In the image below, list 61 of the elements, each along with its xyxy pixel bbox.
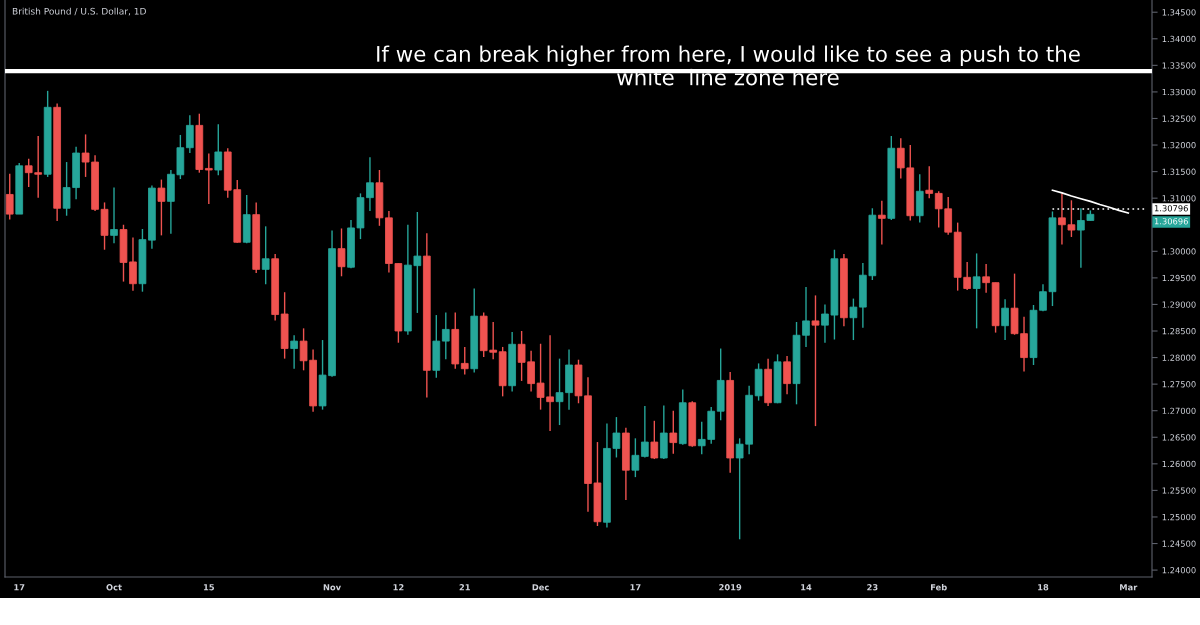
x-tick-label: Dec	[532, 584, 549, 591]
y-tick-label: 1.29500	[1162, 274, 1196, 282]
y-tick-label: 1.24000	[1162, 567, 1196, 574]
candlestick	[849, 297, 858, 341]
y-tick-label: 1.30000	[1162, 248, 1196, 255]
x-tick-label: 14	[801, 584, 812, 591]
y-tick-label: 1.32000	[1162, 142, 1196, 149]
y-tick-label: 1.26000	[1162, 460, 1196, 468]
candlestick	[441, 311, 450, 360]
candlestick	[650, 420, 659, 460]
y-tick-label: 1.27500	[1162, 381, 1196, 388]
y-tick-label: 1.26500	[1162, 434, 1196, 441]
x-tick-label: Nov	[323, 584, 341, 591]
y-tick-label: 1.28000	[1162, 354, 1196, 361]
x-tick-label: 23	[867, 584, 878, 591]
text: 1.30696	[1154, 218, 1188, 225]
candlestick	[290, 334, 298, 370]
x-tick-label: 17	[630, 584, 641, 591]
candlestick	[157, 178, 166, 237]
candlestick	[878, 200, 886, 246]
y-tick-label: 1.34500	[1162, 9, 1196, 16]
candlestick	[5, 173, 14, 221]
candlestick	[641, 405, 649, 459]
y-tick-label: 1.33000	[1162, 88, 1196, 96]
y-tick-label: 1.31000	[1162, 195, 1196, 202]
y-tick-label: 1.24500	[1162, 540, 1196, 547]
candlestick	[337, 227, 346, 277]
candlestick	[982, 263, 990, 294]
candlestick	[669, 410, 678, 455]
candlestick	[204, 152, 213, 205]
candlestick	[925, 165, 934, 199]
candlestick	[783, 355, 791, 395]
x-tick-label: Mar	[1120, 584, 1138, 591]
y-tick-label: 1.34000	[1162, 35, 1196, 43]
candlestick	[631, 437, 640, 478]
candlestick	[460, 346, 469, 376]
x-tick-label: 15	[203, 584, 215, 591]
y-tick-label: 1.27000	[1162, 407, 1196, 414]
y-tick-label: 1.25000	[1162, 513, 1196, 521]
candlestick	[811, 294, 820, 427]
y-tick-label: 1.28500	[1162, 327, 1196, 335]
candlestick	[261, 225, 270, 285]
y-tick-label: 1.31500	[1162, 168, 1196, 175]
x-tick-label: 2019	[719, 584, 742, 591]
x-tick-label: 12	[393, 584, 404, 591]
candlestick	[972, 252, 981, 330]
x-tick-label: Oct	[106, 584, 122, 591]
x-tick-label: 21	[459, 584, 470, 591]
text: British Pound / U.S. Dollar, 1D	[12, 7, 146, 16]
candlestick	[110, 186, 118, 245]
y-tick-label: 1.29000	[1162, 301, 1196, 308]
candlestick	[214, 123, 223, 177]
annotation: 1.30796	[1154, 205, 1188, 212]
y-tick-label: 1.32500	[1162, 115, 1196, 122]
x-tick-label: 17	[14, 584, 25, 591]
x-tick-label: 18	[1038, 584, 1049, 591]
y-tick-label: 1.33500	[1162, 62, 1196, 69]
candlestick	[1001, 298, 1009, 341]
y-tick-label: 1.25500	[1162, 487, 1196, 494]
candlestick	[186, 114, 194, 154]
x-tick-label: Feb	[930, 583, 947, 591]
